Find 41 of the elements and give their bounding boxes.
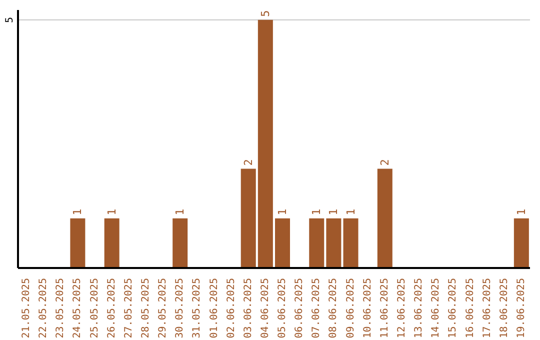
data-label: 1: [174, 208, 187, 216]
x-tick-label: 10.06.2025: [362, 278, 374, 338]
x-tick-label: 21.05.2025: [21, 278, 32, 338]
x-tick-label: 19.06.2025: [516, 278, 527, 338]
x-tick-label: 04.06.2025: [260, 278, 271, 338]
x-tick-label: 08.06.2025: [328, 278, 340, 338]
x-tick-label: 06.06.2025: [294, 278, 306, 338]
x-tick-label: 11.06.2025: [379, 278, 390, 338]
x-tick-label: 31.05.2025: [192, 278, 203, 338]
x-tick-label: 28.05.2025: [140, 278, 152, 338]
x-tick-label: 16.06.2025: [464, 278, 476, 338]
data-label: 2: [378, 159, 392, 166]
x-tick-label: 02.06.2025: [226, 278, 237, 338]
x-tick-label: 07.06.2025: [311, 278, 322, 338]
x-tick-label: 23.05.2025: [55, 278, 66, 338]
x-tick-label: 15.06.2025: [448, 278, 459, 338]
data-label: 1: [344, 208, 358, 216]
x-tick-label: 29.05.2025: [158, 278, 169, 338]
x-tick-label: 30.05.2025: [174, 278, 186, 338]
x-tick-label: 18.06.2025: [498, 278, 510, 338]
x-tick-label: 22.05.2025: [38, 278, 50, 338]
x-tick-label: 14.06.2025: [430, 278, 442, 338]
data-label: 1: [327, 208, 340, 216]
x-tick-label: 12.06.2025: [396, 278, 408, 338]
x-tick-label: 27.05.2025: [123, 278, 134, 338]
data-label: 1: [105, 208, 118, 216]
data-label: 1: [71, 208, 84, 216]
x-tick-label: 01.06.2025: [208, 278, 220, 338]
x-tick-label: 25.05.2025: [89, 278, 100, 338]
data-label: 1: [514, 208, 528, 216]
x-tick-label: 26.05.2025: [106, 278, 118, 338]
data-label: 1: [276, 208, 289, 216]
x-tick-label: 03.06.2025: [242, 278, 254, 338]
data-label: 2: [242, 159, 255, 166]
x-tick-label: 13.06.2025: [414, 278, 425, 338]
x-tick-label: 17.06.2025: [482, 278, 493, 338]
x-tick-label: 24.05.2025: [72, 278, 84, 338]
x-tick-label: 09.06.2025: [345, 278, 356, 338]
data-label: 1: [310, 208, 324, 216]
data-label: 5: [258, 10, 272, 17]
x-tick-label: 05.06.2025: [277, 278, 288, 338]
